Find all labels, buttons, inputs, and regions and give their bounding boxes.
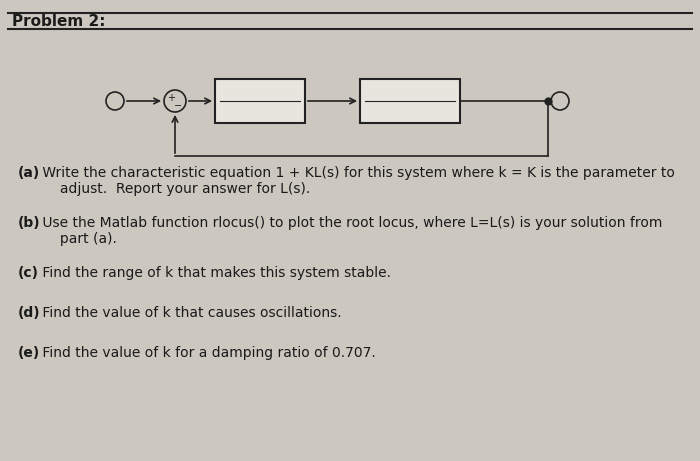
- Text: Use the Matlab function rlocus() to plot the root locus, where L=L(s) is your so: Use the Matlab function rlocus() to plot…: [38, 216, 662, 246]
- Text: 1: 1: [406, 84, 414, 97]
- Text: Problem 2:: Problem 2:: [12, 13, 106, 29]
- Text: (c): (c): [18, 266, 39, 280]
- Text: Find the value of k for a damping ratio of 0.707.: Find the value of k for a damping ratio …: [38, 346, 376, 360]
- Text: (d): (d): [18, 306, 41, 320]
- Text: s(s²+4s+4): s(s²+4s+4): [378, 107, 442, 117]
- Text: (a): (a): [18, 166, 41, 180]
- Text: −: −: [174, 101, 182, 111]
- Text: (b): (b): [18, 216, 41, 230]
- Text: Find the value of k that causes oscillations.: Find the value of k that causes oscillat…: [38, 306, 342, 320]
- Text: k(s+3): k(s+3): [240, 84, 280, 97]
- Bar: [215, 79, 305, 123]
- Text: (e): (e): [18, 346, 41, 360]
- Bar: [360, 79, 460, 123]
- Text: (s+5)(s+6): (s+5)(s+6): [229, 107, 291, 117]
- Text: Write the characteristic equation 1 + KL(s) for this system where k = K is the p: Write the characteristic equation 1 + KL…: [38, 166, 675, 196]
- Text: Find the range of k that makes this system stable.: Find the range of k that makes this syst…: [38, 266, 391, 280]
- Text: +: +: [167, 93, 175, 103]
